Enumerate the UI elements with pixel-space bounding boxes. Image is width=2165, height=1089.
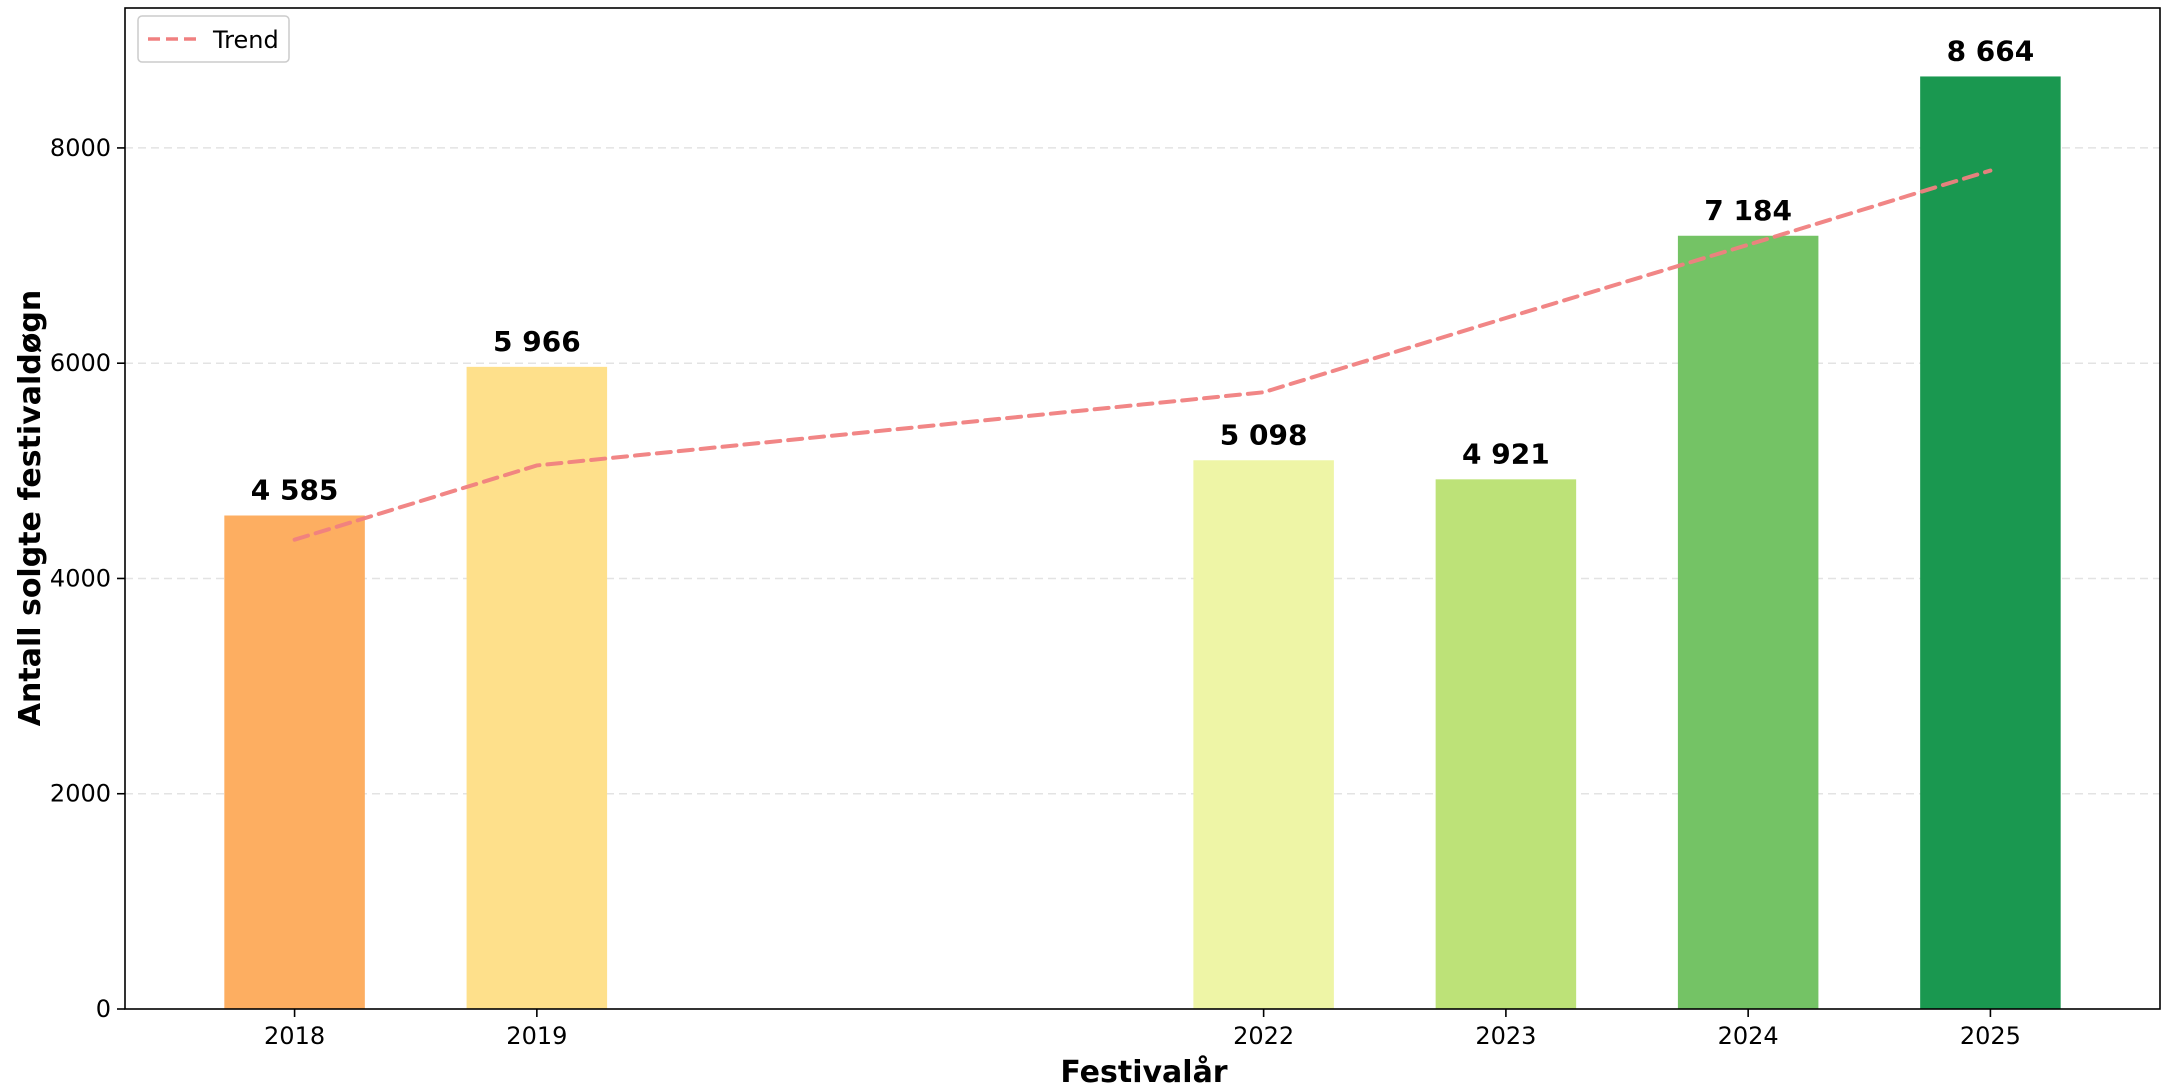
data-labels: 4 585 5 966 5 098 4 921 7 184 8 664 <box>251 34 2035 506</box>
x-tick-label-2024: 2024 <box>1718 1022 1779 1050</box>
data-label-2019: 5 966 <box>493 325 581 358</box>
legend-box <box>137 15 290 63</box>
x-tick-label-2023: 2023 <box>1475 1022 1536 1050</box>
bar-2019 <box>466 366 608 1009</box>
data-label-2024: 7 184 <box>1704 194 1792 227</box>
y-tick-label-4000: 4000 <box>50 564 111 592</box>
data-label-2025: 8 664 <box>1947 34 2035 67</box>
trend-series <box>292 168 1993 542</box>
bars <box>224 76 2061 1010</box>
y-tick-label-8000: 8000 <box>50 134 111 162</box>
bar-2023 <box>1435 479 1577 1010</box>
x-tick-label-2019: 2019 <box>506 1022 567 1050</box>
y-tick-label-0: 0 <box>96 995 111 1023</box>
legend: Trend <box>137 15 290 63</box>
plot-frame <box>124 7 2161 1010</box>
legend-trend-label: Trend <box>212 26 279 54</box>
bar-2018 <box>224 515 365 1009</box>
bar-2024 <box>1677 235 1819 1010</box>
x-tick-label-2022: 2022 <box>1233 1022 1294 1050</box>
axes: 0 2000 4000 6000 8000 2018 2019 2022 2023 2024 202… <box>50 7 2161 1050</box>
data-label-2022: 5 098 <box>1220 418 1308 451</box>
x-tick-label-2025: 2025 <box>1960 1022 2021 1050</box>
y-tick-label-6000: 6000 <box>50 349 111 377</box>
data-label-2023: 4 921 <box>1462 437 1550 470</box>
x-axis-title: Festivalår <box>1060 1054 1227 1089</box>
x-tick-label-2018: 2018 <box>264 1022 325 1050</box>
bar-2025 <box>1920 76 2061 1009</box>
y-tick-label-2000: 2000 <box>50 780 111 808</box>
trend-line <box>292 168 1993 542</box>
data-label-2018: 4 585 <box>251 473 339 506</box>
bar-2022 <box>1193 460 1334 1009</box>
gridlines <box>125 147 2160 795</box>
y-axis-title: Antall solgte festivaldøgn <box>13 290 48 726</box>
